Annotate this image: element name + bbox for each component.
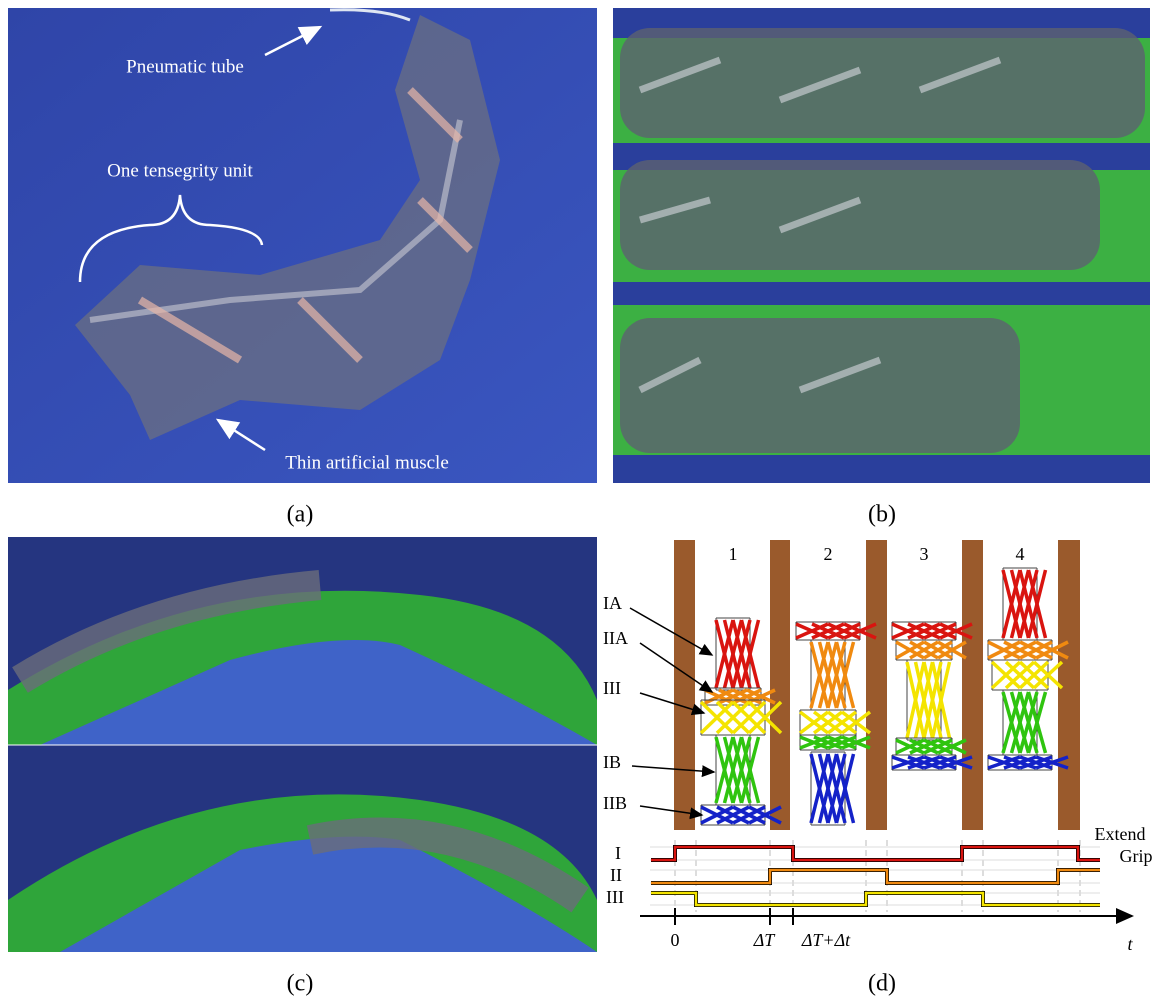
state-label: Grip — [1120, 846, 1153, 866]
panel-label: (d) — [868, 971, 896, 997]
shape — [770, 540, 790, 830]
tensegrity-section — [716, 735, 759, 805]
tensegrity-section — [811, 752, 854, 825]
shape — [630, 608, 714, 815]
diagram-d: 1 2 3 4 IA IIA III IB IIB — [603, 540, 1153, 954]
tensegrity-section — [992, 660, 1062, 690]
tensegrity-section — [892, 622, 972, 640]
tensegrity-section — [892, 755, 972, 770]
signal-label: II — [610, 865, 622, 885]
column-number: 3 — [920, 544, 929, 564]
shape — [630, 608, 712, 655]
shape — [651, 847, 1100, 905]
shape — [675, 840, 1080, 912]
column-number: 1 — [729, 544, 738, 564]
time-label: ΔT+Δt — [801, 930, 851, 950]
shape — [632, 766, 714, 772]
photo-c — [8, 537, 597, 952]
tensegrity-section — [896, 640, 966, 660]
tensegrity-section — [716, 618, 759, 690]
panel-label: (b) — [868, 502, 896, 528]
annotation: Pneumatic tube — [126, 56, 244, 77]
unit-label: III — [603, 678, 621, 698]
column-number: 2 — [824, 544, 833, 564]
shape — [651, 847, 1100, 860]
shape — [650, 847, 1100, 905]
tensegrity-section — [896, 738, 966, 755]
tensegrity-section — [1003, 568, 1046, 640]
unit-label: IB — [603, 752, 621, 772]
figure: Pneumatic tube One tensegrity unit Thin … — [0, 0, 1157, 1000]
tensegrity-section — [800, 710, 870, 735]
page: {"panels": [ {"label": "(a)", "annotatio… — [0, 0, 1157, 1000]
tensegrity-section — [800, 735, 870, 750]
shape — [8, 8, 597, 483]
signal-label: III — [606, 887, 624, 907]
annotation: One tensegrity unit — [107, 160, 253, 181]
state-label: Extend — [1095, 824, 1146, 844]
shape — [620, 160, 1100, 270]
unit-label: IIA — [603, 628, 628, 648]
panel-label: (c) — [287, 971, 314, 997]
tensegrity-section — [811, 640, 854, 710]
tensegrity-section — [988, 755, 1068, 770]
tensegrity-section — [988, 640, 1068, 660]
shape — [674, 540, 695, 830]
time-label: ΔT — [753, 930, 777, 950]
shape — [651, 893, 1100, 905]
shape — [962, 540, 983, 830]
tensegrity-section — [907, 660, 950, 740]
signal-label: I — [615, 843, 621, 863]
tensegrity-section — [796, 622, 876, 640]
shape — [651, 870, 1100, 883]
column-number: 4 — [1016, 544, 1025, 564]
shape — [620, 28, 1145, 138]
tensegrity-section — [1003, 690, 1046, 755]
shape — [866, 540, 887, 830]
unit-label: IA — [603, 593, 622, 613]
annotation: Thin artificial muscle — [285, 452, 449, 473]
time-label: 0 — [671, 930, 680, 950]
photo-b — [613, 8, 1150, 483]
tensegrity-section — [701, 805, 781, 825]
panel-label: (a) — [287, 502, 314, 528]
time-label: t — [1127, 934, 1133, 954]
photo-a: Pneumatic tube One tensegrity unit Thin … — [8, 8, 597, 483]
unit-label: IIB — [603, 793, 627, 813]
